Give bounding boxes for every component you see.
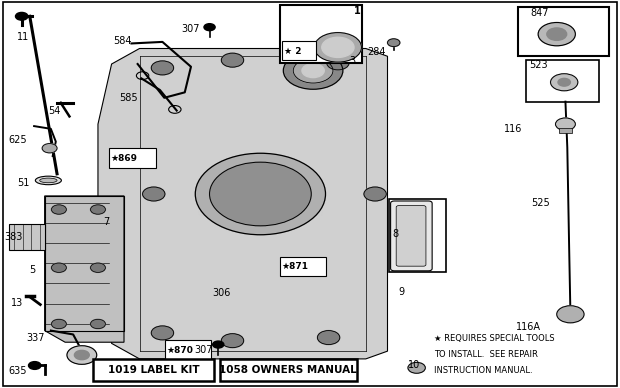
Circle shape	[557, 306, 584, 323]
Bar	[220, 359, 356, 381]
Bar	[282, 41, 316, 60]
Circle shape	[322, 37, 354, 57]
Circle shape	[16, 12, 28, 20]
Text: 13: 13	[11, 298, 24, 308]
Circle shape	[547, 28, 567, 40]
Polygon shape	[45, 196, 124, 342]
Circle shape	[51, 263, 66, 272]
Circle shape	[538, 23, 575, 46]
Circle shape	[213, 341, 224, 348]
Bar	[93, 359, 214, 381]
Circle shape	[558, 78, 570, 86]
Circle shape	[314, 33, 361, 62]
Circle shape	[51, 319, 66, 329]
Circle shape	[221, 53, 244, 67]
Text: 54: 54	[48, 106, 61, 116]
Bar	[9, 224, 45, 250]
Text: 383: 383	[4, 232, 23, 242]
Text: 523: 523	[529, 60, 547, 70]
Bar	[280, 5, 362, 63]
Circle shape	[67, 346, 97, 364]
Text: 116: 116	[504, 124, 523, 134]
Circle shape	[204, 24, 215, 31]
Circle shape	[210, 162, 311, 226]
FancyBboxPatch shape	[396, 206, 426, 266]
Circle shape	[74, 350, 89, 360]
Text: TO INSTALL.  SEE REPAIR: TO INSTALL. SEE REPAIR	[434, 350, 538, 359]
Text: 3: 3	[349, 56, 355, 66]
Circle shape	[327, 56, 349, 70]
Bar	[280, 257, 326, 276]
Circle shape	[91, 319, 105, 329]
Text: 284: 284	[368, 47, 386, 57]
Text: 307: 307	[194, 345, 213, 355]
Text: ★871: ★871	[281, 262, 308, 272]
Circle shape	[302, 64, 324, 78]
Circle shape	[556, 118, 575, 130]
Circle shape	[283, 52, 343, 89]
Circle shape	[317, 331, 340, 345]
Circle shape	[143, 187, 165, 201]
Text: 10: 10	[408, 360, 420, 371]
Text: 306: 306	[213, 288, 231, 298]
Text: 635: 635	[8, 365, 27, 376]
Text: 7: 7	[104, 217, 110, 227]
Text: © ReplacementParts.com: © ReplacementParts.com	[197, 208, 324, 218]
Text: 525: 525	[531, 197, 550, 208]
Bar	[389, 199, 446, 272]
Circle shape	[91, 205, 105, 214]
Text: 847: 847	[530, 8, 549, 18]
Text: 11: 11	[17, 32, 30, 42]
Circle shape	[364, 187, 386, 201]
Ellipse shape	[35, 176, 61, 185]
Text: 5: 5	[29, 265, 35, 275]
Text: ★870: ★870	[166, 345, 193, 355]
Circle shape	[408, 362, 425, 373]
Text: ★ REQUIRES SPECIAL TOOLS: ★ REQUIRES SPECIAL TOOLS	[434, 334, 555, 343]
Circle shape	[195, 153, 326, 235]
Text: 584: 584	[113, 36, 132, 46]
Text: 116A: 116A	[516, 322, 541, 332]
Ellipse shape	[40, 178, 57, 183]
Text: 625: 625	[8, 135, 27, 146]
Circle shape	[151, 61, 174, 75]
Bar	[518, 7, 609, 56]
Circle shape	[29, 362, 41, 369]
Polygon shape	[98, 48, 388, 359]
Text: 307: 307	[182, 24, 200, 34]
Bar	[526, 60, 599, 102]
Circle shape	[221, 334, 244, 348]
Text: ★869: ★869	[110, 154, 138, 163]
Text: 8: 8	[392, 229, 399, 239]
Circle shape	[42, 144, 57, 153]
Text: 585: 585	[120, 93, 138, 103]
Text: 1019 LABEL KIT: 1019 LABEL KIT	[108, 365, 199, 375]
Text: 51: 51	[17, 178, 30, 188]
Text: INSTRUCTION MANUAL.: INSTRUCTION MANUAL.	[434, 366, 533, 376]
Circle shape	[151, 326, 174, 340]
Circle shape	[293, 58, 333, 83]
Bar	[559, 128, 572, 133]
Circle shape	[551, 74, 578, 91]
Circle shape	[91, 263, 105, 272]
Text: 1: 1	[354, 6, 360, 16]
Text: 337: 337	[27, 333, 45, 343]
Bar	[45, 196, 124, 331]
Text: ★ 2: ★ 2	[284, 47, 301, 56]
Circle shape	[51, 205, 66, 214]
Circle shape	[388, 39, 400, 47]
Bar	[109, 148, 156, 168]
Text: 1058 OWNERS MANUAL: 1058 OWNERS MANUAL	[219, 365, 357, 375]
Text: 9: 9	[399, 287, 405, 297]
FancyBboxPatch shape	[391, 201, 432, 271]
Bar	[165, 340, 211, 359]
